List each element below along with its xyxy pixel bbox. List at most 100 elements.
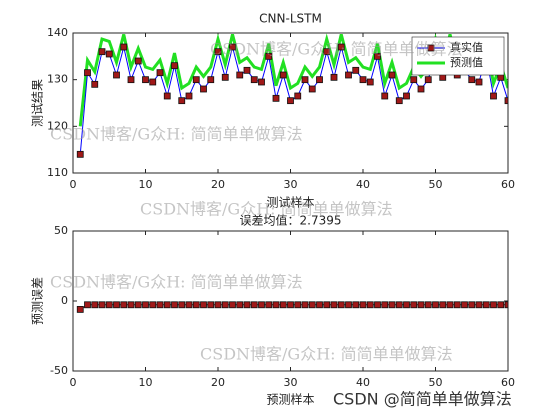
x-tick-label: 0 [70, 376, 77, 389]
x-tick-label: 30 [284, 376, 298, 389]
marker [410, 301, 418, 309]
marker [424, 76, 432, 84]
watermark: CSDN @简简单单做算法 [333, 390, 512, 409]
marker [163, 301, 171, 309]
marker [301, 76, 309, 84]
y-tick-label: -50 [50, 364, 68, 377]
marker [417, 301, 425, 309]
marker [330, 73, 338, 81]
marker [84, 301, 91, 309]
watermark: CSDN博客/G众H: 简简单单做算法 [140, 200, 393, 219]
marker [113, 71, 120, 79]
x-tick-label: 20 [211, 178, 225, 191]
y-tick-label: 50 [54, 224, 68, 237]
marker [258, 78, 265, 86]
marker [381, 301, 389, 309]
marker [323, 48, 331, 56]
marker [294, 92, 302, 100]
marker [156, 301, 164, 309]
y-axis-label: 预测误差 [31, 277, 45, 325]
marker [482, 301, 490, 309]
marker [395, 301, 403, 309]
marker [91, 80, 99, 88]
marker [142, 301, 149, 309]
marker [316, 301, 323, 309]
marker [76, 150, 84, 158]
chart-title: 误差均值：2.7395 [240, 213, 342, 228]
marker [120, 301, 128, 309]
marker [272, 301, 280, 309]
marker [308, 301, 316, 309]
marker [504, 97, 508, 105]
marker [250, 301, 258, 309]
marker [84, 69, 91, 77]
marker [403, 301, 410, 309]
marker [113, 301, 120, 309]
chart-title: CNN-LSTM [259, 12, 322, 26]
marker [403, 92, 410, 100]
marker [337, 301, 345, 309]
marker [192, 301, 200, 309]
marker [345, 71, 352, 79]
marker [366, 301, 374, 309]
marker [388, 71, 396, 79]
marker [214, 301, 222, 309]
x-tick-label: 50 [429, 376, 443, 389]
marker [200, 301, 207, 309]
marker [490, 301, 497, 309]
marker [475, 301, 483, 309]
marker [504, 301, 508, 309]
plot-area [73, 231, 508, 371]
marker [149, 78, 157, 86]
marker [461, 301, 468, 309]
marker [236, 71, 244, 79]
marker [127, 301, 135, 309]
marker [374, 52, 381, 60]
x-axis-label: 测试样本 [266, 195, 314, 210]
y-tick-label: 110 [47, 166, 68, 179]
x-axis-label: 预测样本 [266, 392, 314, 407]
x-tick-label: 10 [139, 178, 153, 191]
x-tick-label: 40 [356, 376, 370, 389]
x-tick-label: 30 [284, 178, 298, 191]
marker [490, 92, 497, 100]
marker [91, 301, 99, 309]
legend-marker [427, 44, 435, 52]
marker [279, 301, 287, 309]
marker [359, 76, 367, 84]
marker [359, 301, 367, 309]
marker [453, 301, 461, 309]
legend-label: 预测值 [450, 56, 483, 69]
marker [381, 92, 389, 100]
marker [323, 301, 331, 309]
marker [98, 301, 106, 309]
marker [207, 301, 215, 309]
y-tick-label: 140 [47, 26, 68, 39]
marker [142, 76, 149, 84]
marker [236, 301, 244, 309]
marker [221, 301, 229, 309]
x-tick-label: 60 [501, 178, 515, 191]
marker [352, 301, 360, 309]
marker [316, 76, 323, 84]
marker [337, 43, 345, 51]
axes-box [72, 32, 509, 174]
marker [287, 301, 294, 309]
watermark: CSDN博客/G众H: 简简单单做算法 [50, 273, 303, 292]
watermark: CSDN博客/G众H: 简简单单做算法 [200, 345, 453, 364]
axes-box [72, 230, 509, 372]
marker [432, 301, 439, 309]
x-tick-label: 10 [139, 376, 153, 389]
marker [395, 97, 403, 105]
marker [308, 85, 316, 93]
marker [417, 85, 425, 93]
marker [156, 69, 164, 77]
marker [178, 301, 186, 309]
marker [76, 305, 84, 313]
marker [149, 301, 157, 309]
marker [171, 301, 178, 309]
marker [301, 301, 309, 309]
x-tick-label: 40 [356, 178, 370, 191]
